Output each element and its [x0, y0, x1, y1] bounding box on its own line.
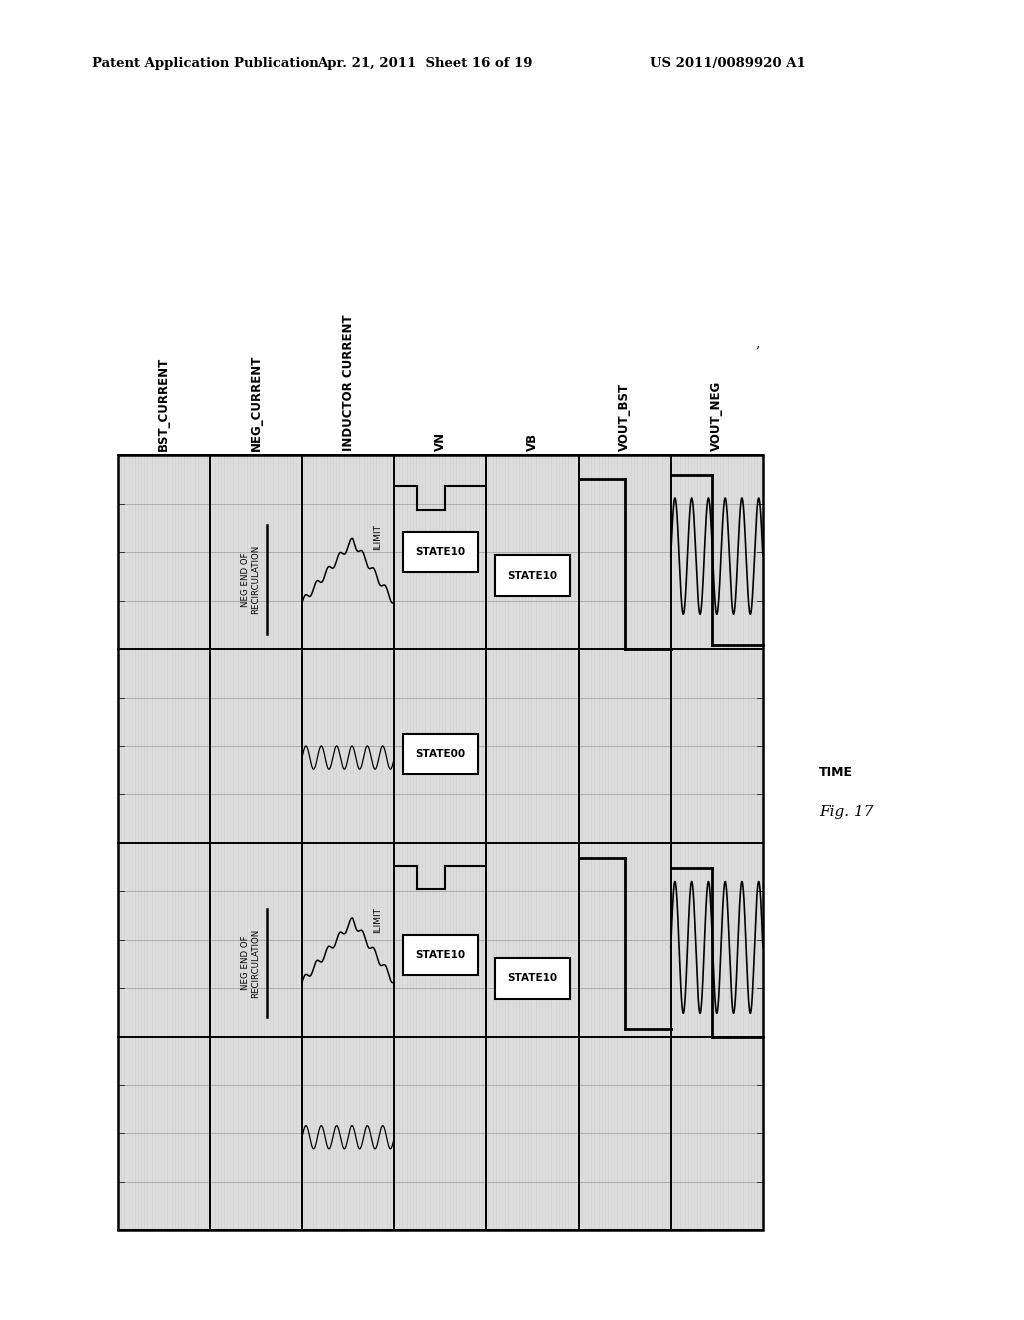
Bar: [486, 455, 579, 1230]
Text: Apr. 21, 2011  Sheet 16 of 19: Apr. 21, 2011 Sheet 16 of 19: [317, 57, 532, 70]
Text: NEG END OF
RECIRCULATION: NEG END OF RECIRCULATION: [241, 928, 260, 998]
Bar: [402, 532, 478, 573]
Text: VB: VB: [526, 433, 539, 451]
Text: STATE10: STATE10: [508, 973, 557, 983]
Bar: [495, 958, 570, 998]
Text: NEG END OF
RECIRCULATION: NEG END OF RECIRCULATION: [241, 545, 260, 614]
Text: STATE10: STATE10: [416, 548, 465, 557]
Text: VOUT_NEG: VOUT_NEG: [711, 381, 723, 451]
Text: Fig. 17: Fig. 17: [819, 805, 873, 818]
Bar: [394, 455, 486, 1230]
Text: INDUCTOR CURRENT: INDUCTOR CURRENT: [342, 314, 354, 451]
Text: STATE00: STATE00: [416, 748, 465, 759]
Bar: [495, 556, 570, 595]
Bar: [671, 455, 763, 1230]
Bar: [579, 455, 671, 1230]
Text: NEG_CURRENT: NEG_CURRENT: [250, 355, 262, 451]
Text: STATE10: STATE10: [508, 570, 557, 581]
Text: Patent Application Publication: Patent Application Publication: [92, 57, 318, 70]
Bar: [402, 935, 478, 975]
Text: ILIMIT: ILIMIT: [373, 524, 382, 549]
Bar: [302, 455, 394, 1230]
Text: VN: VN: [434, 433, 446, 451]
Text: TIME: TIME: [819, 766, 853, 779]
Bar: [118, 455, 210, 1230]
Text: US 2011/0089920 A1: US 2011/0089920 A1: [650, 57, 806, 70]
Text: BST_CURRENT: BST_CURRENT: [158, 358, 170, 451]
Bar: [210, 455, 302, 1230]
Text: ,: ,: [756, 337, 760, 350]
Text: STATE10: STATE10: [416, 950, 465, 960]
Text: ILIMIT: ILIMIT: [373, 907, 382, 933]
Text: VOUT_BST: VOUT_BST: [618, 383, 631, 451]
Bar: [402, 734, 478, 774]
Bar: [118, 455, 763, 1230]
